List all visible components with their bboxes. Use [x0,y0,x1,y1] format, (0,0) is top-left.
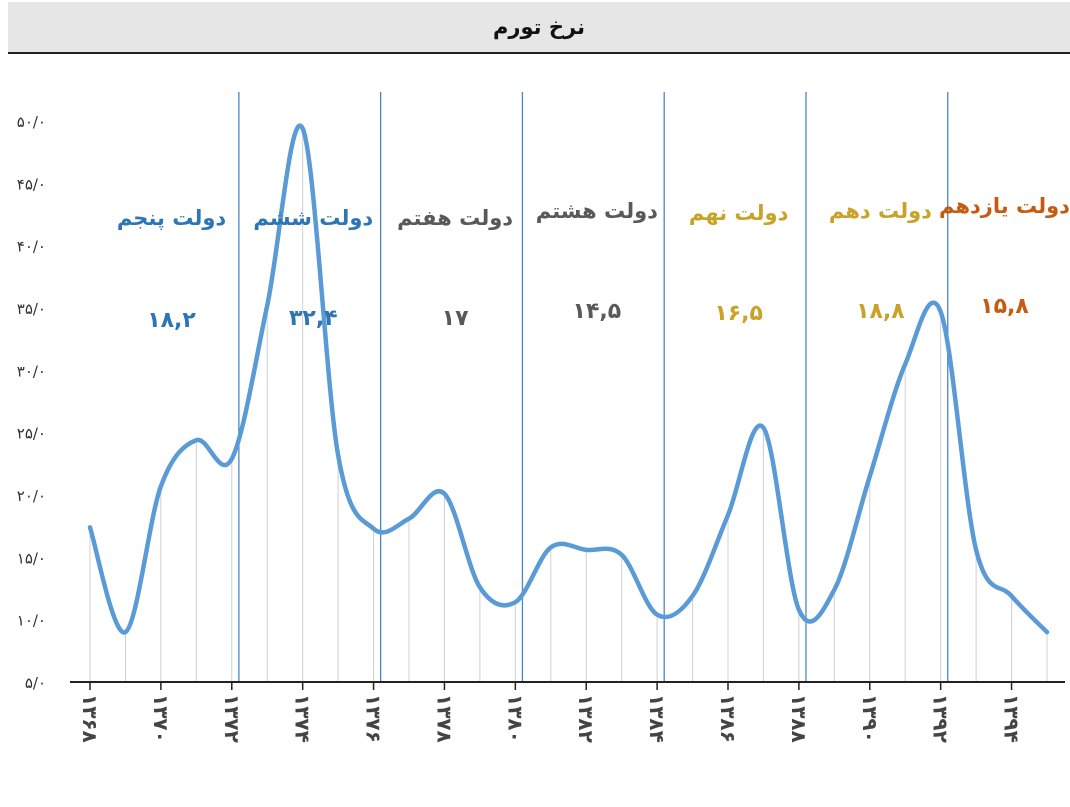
government-avg-label: ۱۸,۲ [147,308,196,333]
y-tick-label: ۲۵/۰ [17,425,46,443]
y-tick-label: ۳۵/۰ [17,300,46,318]
government-name-label: دولت پنجم [117,206,227,230]
government-name-label: دولت یازدهم [939,194,1070,218]
government-name-label: دولت ششم [253,206,373,230]
government-name-label: دولت دهم [829,199,932,223]
x-tick-label: ۱۳۶۸ [78,694,102,743]
y-tick-label: ۱۰/۰ [17,612,46,630]
x-tick-label: ۱۳۷۲ [220,694,244,743]
government-avg-label: ۱۶,۵ [714,301,763,326]
government-avg-label: ۱۵,۸ [980,294,1029,319]
x-tick-label: ۱۳۸۰ [503,694,527,743]
x-tick-label: ۱۳۸۶ [716,694,740,743]
x-tick-label: ۱۳۸۴ [645,694,669,743]
y-tick-label: ۲۰/۰ [17,487,46,505]
government-name-label: دولت هشتم [536,199,658,223]
y-tick-label: ۵۰/۰ [17,113,46,131]
y-tick-label: ۱۵/۰ [17,549,46,567]
government-avg-label: ۱۸,۸ [856,299,905,324]
government-avg-label: ۱۷ [442,306,469,331]
government-name-label: دولت نهم [689,201,789,225]
government-name-label: دولت هفتم [397,206,513,230]
series-layer [87,123,1050,635]
x-tick-label: ۱۳۷۴ [291,694,315,743]
y-tick-label: ۴۵/۰ [17,175,46,193]
government-avg-label: ۳۲,۴ [289,306,338,331]
x-tick-label: ۱۳۷۰ [149,694,173,743]
chart-title-bar: نرخ تورم [8,2,1070,54]
government-dividers [238,92,949,682]
x-tick-label: ۱۳۹۰ [858,694,882,743]
y-tick-label: ۴۰/۰ [17,238,46,256]
y-tick-label: ۳۰/۰ [17,362,46,380]
x-tick-label: ۱۳۹۲ [929,694,953,743]
x-tick-label: ۱۳۸۸ [787,694,811,743]
chart-title: نرخ تورم [493,15,585,39]
x-tick-label: ۱۳۷۶ [362,694,386,743]
axes: ۵/۰ ۱۰/۰ ۱۵/۰ ۲۰/۰ ۲۵/۰ ۳۰/۰ ۳۵/۰ ۴۰/۰ ۴۵/۰ ۵۰/۰ ۱… [17,113,1065,743]
grid-layer [89,128,1048,682]
y-tick-label: ۵/۰ [25,674,46,692]
government-labels: دولت پنجم ۱۸,۲ دولت ششم ۳۲,۴ دولت هفتم ۱۷ دولت… [117,194,1070,333]
government-avg-label: ۱۴,۵ [573,299,622,324]
inflation-line [87,123,1050,635]
x-tick-label: ۱۳۷۸ [432,694,456,743]
x-tick-label: ۱۳۸۲ [574,694,598,743]
x-tick-label: ۱۳۹۴ [1000,694,1024,743]
